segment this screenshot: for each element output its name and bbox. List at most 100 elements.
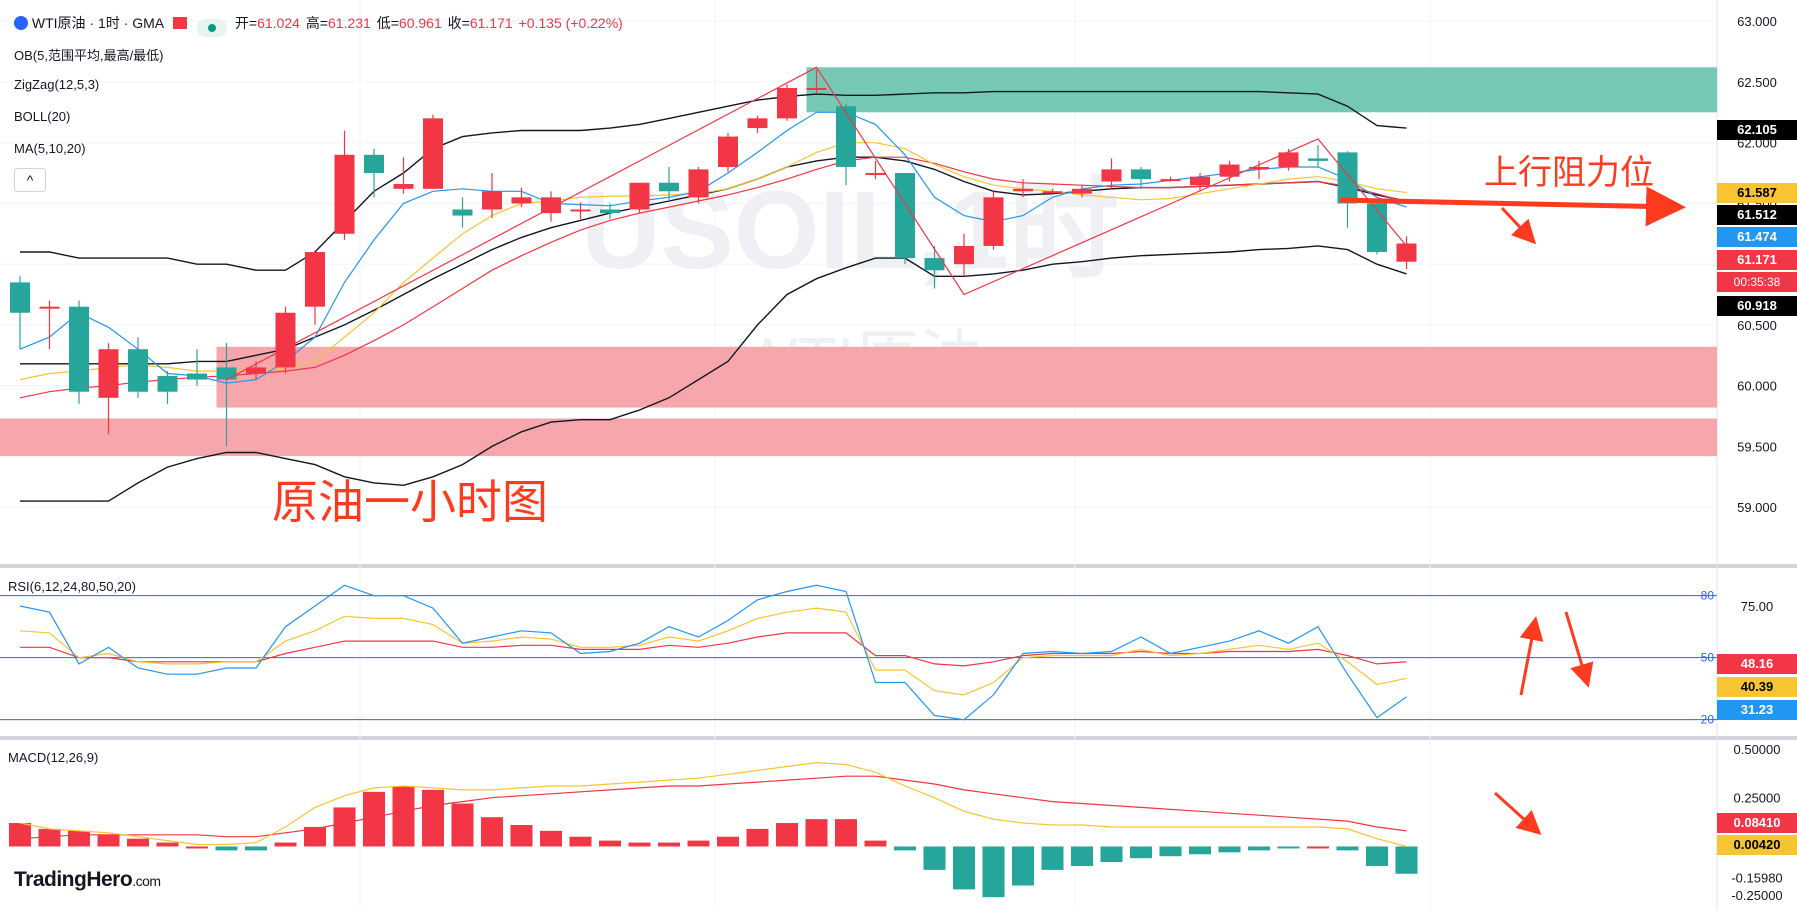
flag-icon[interactable]	[173, 17, 188, 29]
market-status-icon[interactable]	[197, 19, 228, 37]
y-tick-label: 59.500	[1737, 439, 1777, 454]
candle-body	[1042, 191, 1063, 194]
candle-body	[187, 373, 207, 380]
macd-histogram-bar	[864, 840, 887, 847]
macd-histogram-bar	[38, 828, 61, 847]
chart-caption-annotation: 原油一小时图	[272, 476, 548, 528]
rsi-up-arrow-icon	[1519, 616, 1544, 696]
rsi-level-label: 80	[1701, 589, 1715, 603]
collapse-indicators-button[interactable]: ^	[14, 168, 46, 192]
macd-histogram-bar	[1307, 846, 1329, 849]
macd-histogram-bar	[717, 836, 739, 847]
candle-body	[98, 349, 119, 398]
macd-histogram-bar	[1395, 846, 1418, 874]
macd-axis-tick: 0.25000	[1734, 791, 1781, 806]
macd-histogram-bar	[1071, 846, 1093, 866]
candle-body	[128, 349, 148, 392]
macd-histogram-bar	[894, 846, 916, 851]
macd-histogram-bar	[156, 842, 179, 847]
candle-body	[954, 245, 974, 265]
down-arrow-icon	[1500, 206, 1537, 245]
change-value: +0.135 (+0.22%)	[518, 15, 623, 31]
indicator-boll[interactable]: BOLL(20)	[14, 109, 71, 124]
rsi12-line	[19, 607, 1407, 696]
candle-body	[334, 154, 355, 234]
macd-histogram-bar	[1277, 846, 1300, 849]
symbol-legend[interactable]: WTI原油 · 1时 · GMA 开=61.024 高=61.231 低=60.…	[14, 13, 623, 37]
y-tick-label: 60.000	[1737, 379, 1777, 394]
macd-histogram-bar	[186, 846, 208, 849]
candle-body	[393, 183, 414, 189]
candle-body	[806, 87, 827, 90]
y-tick-label: 59.000	[1737, 500, 1777, 515]
resistance-annotation: 上行阻力位	[1484, 154, 1654, 192]
candle-body	[629, 182, 650, 210]
macd-histogram-bar	[481, 817, 503, 847]
candle-body	[1160, 179, 1181, 182]
y-tick-label: 63.000	[1737, 14, 1777, 29]
rsi-tag-24: 31.23	[1717, 700, 1797, 720]
macd-histogram-bar	[127, 838, 149, 847]
candle-body	[10, 282, 30, 313]
candle-body	[216, 367, 237, 380]
macd-histogram-bar	[304, 826, 326, 847]
macd-histogram-bar	[1012, 846, 1034, 886]
macd-signal-line	[19, 775, 1407, 840]
candle-body	[1190, 176, 1210, 186]
macd-histogram-bar	[776, 823, 798, 847]
macd-histogram-bar	[392, 785, 415, 847]
candle-body	[157, 375, 178, 392]
rsi-down-arrow-icon	[1564, 611, 1594, 688]
macd-histogram-bar	[1159, 846, 1182, 857]
candle-body	[541, 197, 561, 214]
macd-histogram-bar	[1366, 846, 1388, 866]
macd-histogram-bar	[628, 842, 651, 847]
macd-histogram-bar	[540, 830, 562, 847]
macd-histogram-bar	[1189, 846, 1211, 855]
candle-body	[246, 367, 266, 374]
rsi-tag-12: 40.39	[1717, 677, 1797, 697]
candle-body	[1278, 152, 1299, 167]
indicator-ob[interactable]: OB(5,范围平均,最高/最低)	[14, 48, 164, 63]
macd-histogram-bar	[835, 819, 857, 847]
candle-body	[1249, 166, 1269, 170]
macd-histogram-bar	[569, 836, 592, 847]
macd-histogram-bar	[363, 791, 385, 847]
candle-body	[983, 197, 1004, 246]
macd-histogram-bar	[245, 846, 267, 851]
close-value: 61.171	[469, 15, 513, 31]
order-block-demand	[0, 418, 1717, 457]
brand-logo: TradingHero.com	[14, 868, 161, 891]
rsi24-line	[20, 632, 1407, 667]
candle-body	[1101, 169, 1122, 182]
candle-body	[1308, 158, 1328, 161]
high-value: 61.231	[328, 15, 371, 31]
price-axis	[1717, 0, 1797, 910]
macd-histogram-bar	[805, 819, 828, 847]
rsi-axis-tick: 75.00	[1741, 599, 1774, 614]
macd-histogram-bar	[68, 830, 90, 847]
zigzag-line	[226, 66, 1407, 381]
candle-body	[895, 173, 915, 259]
resistance-arrow	[1339, 186, 1686, 227]
candle-body	[1072, 188, 1092, 194]
boll-lower-line	[20, 245, 1407, 502]
candle-body	[718, 136, 738, 167]
macd-histogram-bar	[97, 834, 120, 847]
macd-histogram-bar	[982, 846, 1005, 898]
candle-body	[747, 118, 768, 129]
chevron-up-icon: ^	[26, 172, 34, 188]
macd-histogram-bar	[274, 842, 297, 847]
macd-tag-signal: 0.00420	[1717, 835, 1797, 855]
macd-histogram-bar	[422, 789, 444, 847]
rsi-legend[interactable]: RSI(6,12,24,80,50,20)	[8, 579, 136, 594]
indicator-ma[interactable]: MA(5,10,20)	[14, 141, 86, 156]
indicator-zigzag[interactable]: ZigZag(12,5,3)	[14, 77, 100, 92]
low-value: 60.961	[398, 15, 442, 31]
macd-line	[19, 761, 1407, 848]
low-label: 低=	[376, 15, 399, 31]
macd-legend[interactable]: MACD(12,26,9)	[8, 750, 99, 765]
open-label: 开=	[234, 15, 258, 31]
